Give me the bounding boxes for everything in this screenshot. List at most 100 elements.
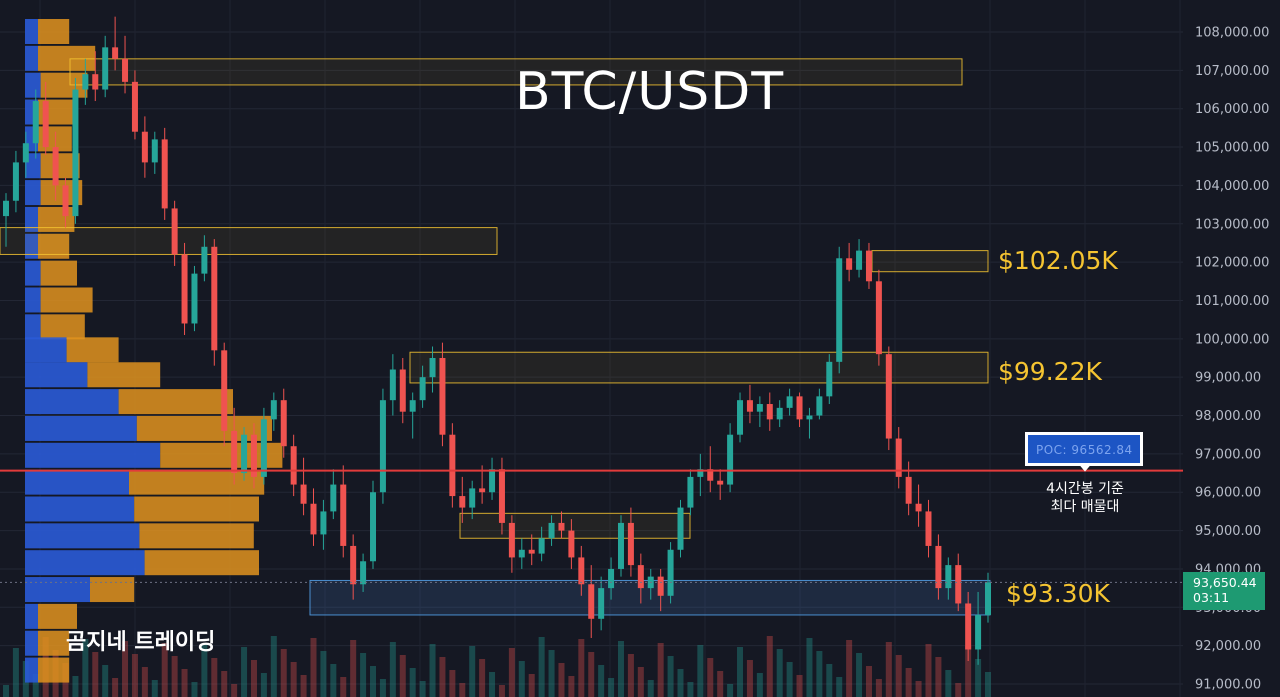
zone-label-93k: $93.30K [1006,579,1110,608]
current-price-countdown: 03:11 [1193,590,1230,605]
candle-body [72,89,79,217]
y-tick-label: 103,000.00 [1195,217,1269,232]
candle-body [102,47,109,90]
volume-bar [419,681,426,697]
candle-body [975,614,982,650]
profile-bar-up [25,314,41,340]
profile-bar-down [118,389,233,415]
volume-bar [965,646,972,697]
candle-body [578,557,585,585]
volume-bar [766,636,773,697]
volume-bar [112,678,119,697]
volume-bar [360,653,367,697]
zone-label-99k: $99.22K [998,357,1102,386]
volume-bar [489,672,496,697]
candle-body [290,446,297,485]
candle-body [12,162,19,201]
volume-bar [320,651,327,697]
volume-bar [310,638,317,697]
candle-body [895,438,902,477]
volume-bar [300,675,307,697]
volume-bar [102,665,109,697]
volume-bar [865,666,872,697]
volume-bar [250,660,257,697]
candle-body [766,404,773,420]
volume-bar [796,675,803,697]
profile-bar-down [90,577,135,603]
candle-body [875,281,882,355]
candle-body [330,484,337,512]
candle-body [727,434,734,485]
candle-body [925,511,932,546]
profile-bar-up [25,19,38,44]
volume-bar [697,645,704,697]
candle-body [846,258,853,270]
watermark: 곰지네 트레이딩 [66,630,216,655]
chart-title: BTC/USDT [515,62,785,122]
volume-bar [260,673,267,697]
candle-body [191,273,198,324]
candle-body [538,538,545,554]
candle-body [548,522,555,539]
volume-bar [161,643,168,697]
current-price-value: 93,650.44 [1193,575,1257,590]
candle-body [211,246,218,351]
candle-body [677,507,684,550]
candle-body [22,143,29,163]
volume-bar [985,672,991,697]
volume-bar [379,679,386,697]
volume-bars [3,636,991,697]
profile-bar-up [25,72,41,98]
volume-bar [786,662,793,697]
y-tick-label: 101,000.00 [1195,294,1269,309]
candle-body [340,484,347,546]
y-tick-label: 91,000.00 [1195,678,1261,693]
volume-bar [856,653,863,697]
volume-bar [737,647,744,697]
volume-bar [171,656,178,697]
candle-body [260,419,267,477]
candle-body [449,434,456,497]
volume-bar [756,673,763,697]
volume-bar [806,638,813,697]
poc-label-box: POC: 96562.84 [1025,432,1143,466]
volume-bar [707,658,714,697]
volume-bar [647,680,654,697]
y-tick-label: 102,000.00 [1195,256,1269,271]
volume-bar [657,643,664,697]
candle-body [42,101,49,148]
profile-bar-up [25,287,41,313]
candle-body [776,407,783,420]
volume-bar [895,655,902,697]
volume-bar [528,674,535,697]
profile-bar-down [66,337,119,363]
profile-bar-up [25,577,90,603]
volume-bar [846,640,853,697]
profile-bar-up [25,45,38,71]
candle-body [528,549,535,554]
volume-bar [915,681,922,697]
profile-bar-down [144,550,259,576]
candle-body [865,250,872,282]
candle-body [459,496,466,508]
candle-body [955,565,962,604]
volume-bar [191,682,198,697]
profile-bar-up [25,630,38,656]
candle-body [737,400,744,435]
candle-body [131,81,138,132]
volume-bar [340,677,347,697]
candle-body [935,545,942,589]
candle-body [92,74,99,90]
volume-bar [72,676,79,697]
y-tick-label: 108,000.00 [1195,26,1269,41]
volume-bar [439,657,446,697]
profile-bar-up [25,337,67,363]
volume-bar [32,674,39,697]
profile-bar-down [38,603,77,629]
volume-bar [727,684,734,697]
candle-body [687,476,694,508]
volume-bar [608,678,615,697]
candlesticks [3,16,991,665]
volume-bar [409,668,416,697]
